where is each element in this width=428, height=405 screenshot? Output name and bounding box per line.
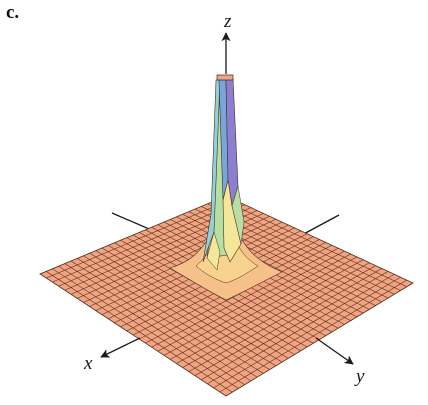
mesh-line — [207, 274, 395, 385]
y-axis-label: y — [354, 366, 365, 387]
z-axis-label: z — [223, 11, 232, 32]
surface-spike — [202, 74, 245, 271]
mesh-line — [64, 263, 252, 382]
x-axis — [100, 337, 141, 358]
x-axis-label: x — [83, 353, 93, 374]
mesh-line — [58, 265, 245, 385]
mesh-line — [213, 276, 401, 389]
panel-label: c. — [6, 2, 20, 23]
mesh-line — [219, 279, 407, 393]
y-axis — [315, 337, 354, 365]
mesh-line — [52, 268, 239, 389]
mesh-line — [201, 271, 389, 380]
mesh-line — [46, 271, 233, 393]
mesh-line — [70, 260, 258, 378]
y-axis-back — [299, 214, 340, 237]
